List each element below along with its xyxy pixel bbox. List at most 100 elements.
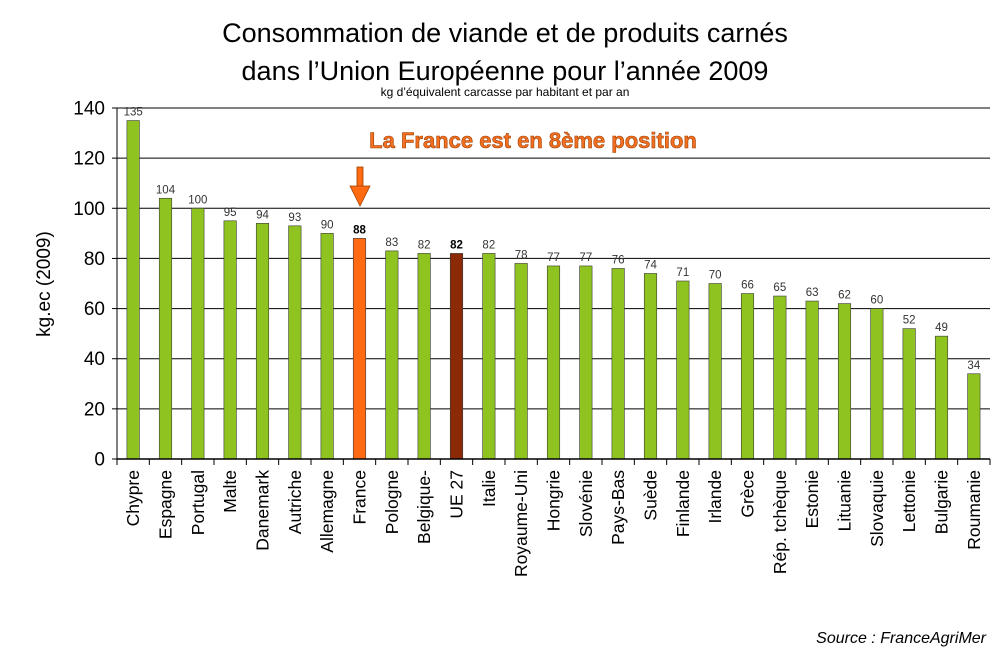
y-axis-ticks: 0 20 40 60 80 100 120 140: [73, 99, 117, 471]
bar: [255, 223, 270, 460]
bar: [708, 283, 722, 460]
category-label: Suède: [641, 470, 661, 521]
category-label: Allemagne: [317, 470, 337, 553]
bar: [482, 253, 496, 460]
category-label: Hongrie: [544, 470, 564, 531]
data-label: 34: [967, 360, 980, 372]
data-label: 104: [156, 184, 176, 196]
x-axis-labels: Chypre Espagne Portugal Malte Danemark Autric…: [116, 459, 991, 577]
source-note: Source : FranceAgriMer: [816, 630, 987, 647]
data-label: 94: [256, 209, 269, 221]
bar: [320, 233, 334, 460]
bar: [773, 295, 787, 460]
category-label: Bulgarie: [932, 470, 952, 534]
bar: [191, 207, 205, 460]
category-label: Pologne: [382, 470, 402, 534]
data-label: 52: [903, 315, 916, 327]
bar: [934, 335, 949, 460]
bar: [643, 273, 658, 460]
data-labels: 135 104 100 95 94 93 90 88 83 82 82 82 78 77 77 76 74 71 7…: [124, 107, 981, 372]
category-label: Slovaquie: [867, 470, 887, 547]
bar: [158, 197, 173, 460]
france-annotation: La France est en 8ème position: [369, 128, 697, 153]
bar: [223, 220, 237, 460]
category-label: Finlande: [673, 470, 693, 537]
data-label: 77: [579, 252, 592, 264]
category-label: Chypre: [123, 470, 143, 526]
data-label: 49: [935, 322, 948, 334]
data-label: 78: [515, 249, 528, 261]
category-label: Lettonie: [899, 470, 919, 532]
data-label: 66: [741, 280, 754, 292]
bar: [385, 250, 399, 460]
category-label: Irlande: [705, 470, 725, 524]
data-label: 71: [676, 267, 689, 279]
data-label: 82: [418, 239, 431, 251]
bar: [417, 253, 431, 460]
chart-subtitle: kg d’équivalent carcasse par habitant et…: [381, 85, 630, 99]
category-label: Royaume-Uni: [511, 470, 531, 577]
bar: [967, 373, 981, 460]
category-label: Danemark: [253, 470, 273, 551]
bars: [126, 120, 981, 460]
data-label: 76: [612, 254, 625, 266]
bar: [870, 308, 884, 460]
data-label: 83: [385, 237, 398, 249]
category-label: Estonie: [802, 470, 822, 528]
bar: [740, 293, 755, 460]
y-tick-label: 20: [84, 399, 105, 420]
annotation-arrow-icon: [349, 166, 371, 207]
data-label: 90: [321, 219, 334, 231]
category-label: Espagne: [156, 470, 176, 539]
bar: [676, 280, 690, 460]
data-label: 135: [124, 107, 143, 119]
bar: [805, 300, 819, 460]
category-label: Roumanie: [964, 470, 984, 550]
bar: [449, 253, 464, 460]
y-tick-label: 100: [73, 199, 105, 220]
category-label: Pays-Bas: [608, 470, 628, 545]
data-label: 95: [224, 207, 237, 219]
y-tick-label: 60: [84, 299, 105, 320]
data-label: 65: [773, 282, 786, 294]
bar: [352, 238, 367, 460]
category-label: Malte: [220, 470, 240, 513]
data-label: 82: [482, 239, 495, 251]
data-label: 60: [870, 295, 883, 307]
bar: [902, 328, 916, 460]
bar: [514, 263, 528, 460]
bar: [546, 265, 561, 460]
bar: [579, 265, 593, 460]
data-label: 82: [450, 239, 463, 251]
y-tick-label: 40: [84, 349, 105, 370]
y-axis-label: kg.ec (2009): [34, 231, 55, 337]
category-label: France: [350, 470, 370, 524]
y-tick-label: 120: [73, 149, 105, 170]
y-tick-label: 80: [84, 249, 105, 270]
category-label: UE 27: [447, 470, 467, 519]
y-tick-label: 140: [73, 99, 105, 120]
category-label: Portugal: [188, 470, 208, 535]
category-label: Belgique-: [414, 470, 434, 544]
data-label: 88: [353, 224, 366, 236]
data-label: 62: [838, 290, 851, 302]
category-label: Autriche: [285, 470, 305, 534]
data-label: 74: [644, 259, 657, 271]
data-label: 93: [288, 212, 301, 224]
data-label: 100: [188, 194, 207, 206]
bar: [288, 225, 302, 460]
category-label: Lituanie: [835, 470, 855, 531]
chart-title: Consommation de viande et de produits ca…: [222, 18, 788, 48]
bar: [126, 120, 140, 460]
bar: [611, 268, 625, 460]
category-label: Italie: [479, 470, 499, 507]
data-label: 63: [806, 287, 819, 299]
chart-title-line2: dans l’Union Européenne pour l’année 200…: [242, 56, 769, 86]
data-label: 70: [709, 270, 722, 282]
data-label: 77: [547, 252, 560, 264]
category-label: Slovénie: [576, 470, 596, 537]
y-tick-label: 0: [94, 450, 105, 471]
bar: [837, 303, 852, 460]
category-label: Grèce: [738, 470, 758, 518]
